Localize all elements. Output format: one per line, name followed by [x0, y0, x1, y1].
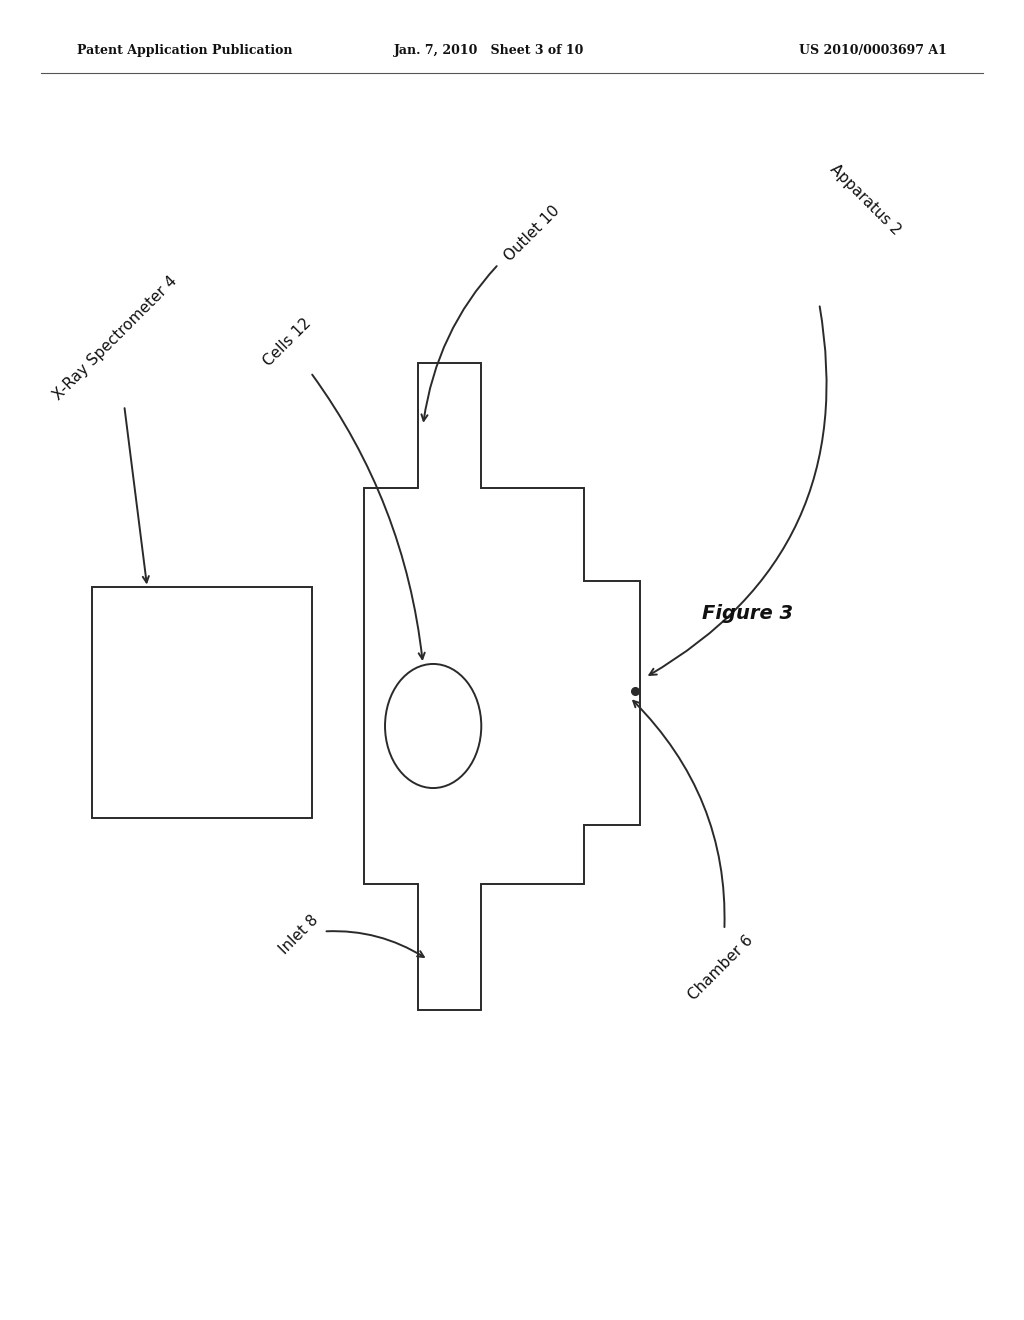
- Text: Inlet 8: Inlet 8: [276, 912, 424, 957]
- Circle shape: [385, 664, 481, 788]
- Text: Jan. 7, 2010   Sheet 3 of 10: Jan. 7, 2010 Sheet 3 of 10: [394, 44, 585, 57]
- Bar: [92, 587, 312, 818]
- Text: US 2010/0003697 A1: US 2010/0003697 A1: [800, 44, 947, 57]
- Text: Patent Application Publication: Patent Application Publication: [77, 44, 292, 57]
- Text: X-Ray Spectrometer 4: X-Ray Spectrometer 4: [51, 273, 180, 582]
- Text: Apparatus 2: Apparatus 2: [827, 161, 903, 238]
- Text: Figure 3: Figure 3: [702, 605, 793, 623]
- Text: Outlet 10: Outlet 10: [422, 203, 562, 421]
- Polygon shape: [364, 363, 640, 1010]
- FancyArrowPatch shape: [649, 306, 826, 675]
- Text: Cells 12: Cells 12: [261, 315, 425, 659]
- Text: Chamber 6: Chamber 6: [633, 701, 757, 1003]
